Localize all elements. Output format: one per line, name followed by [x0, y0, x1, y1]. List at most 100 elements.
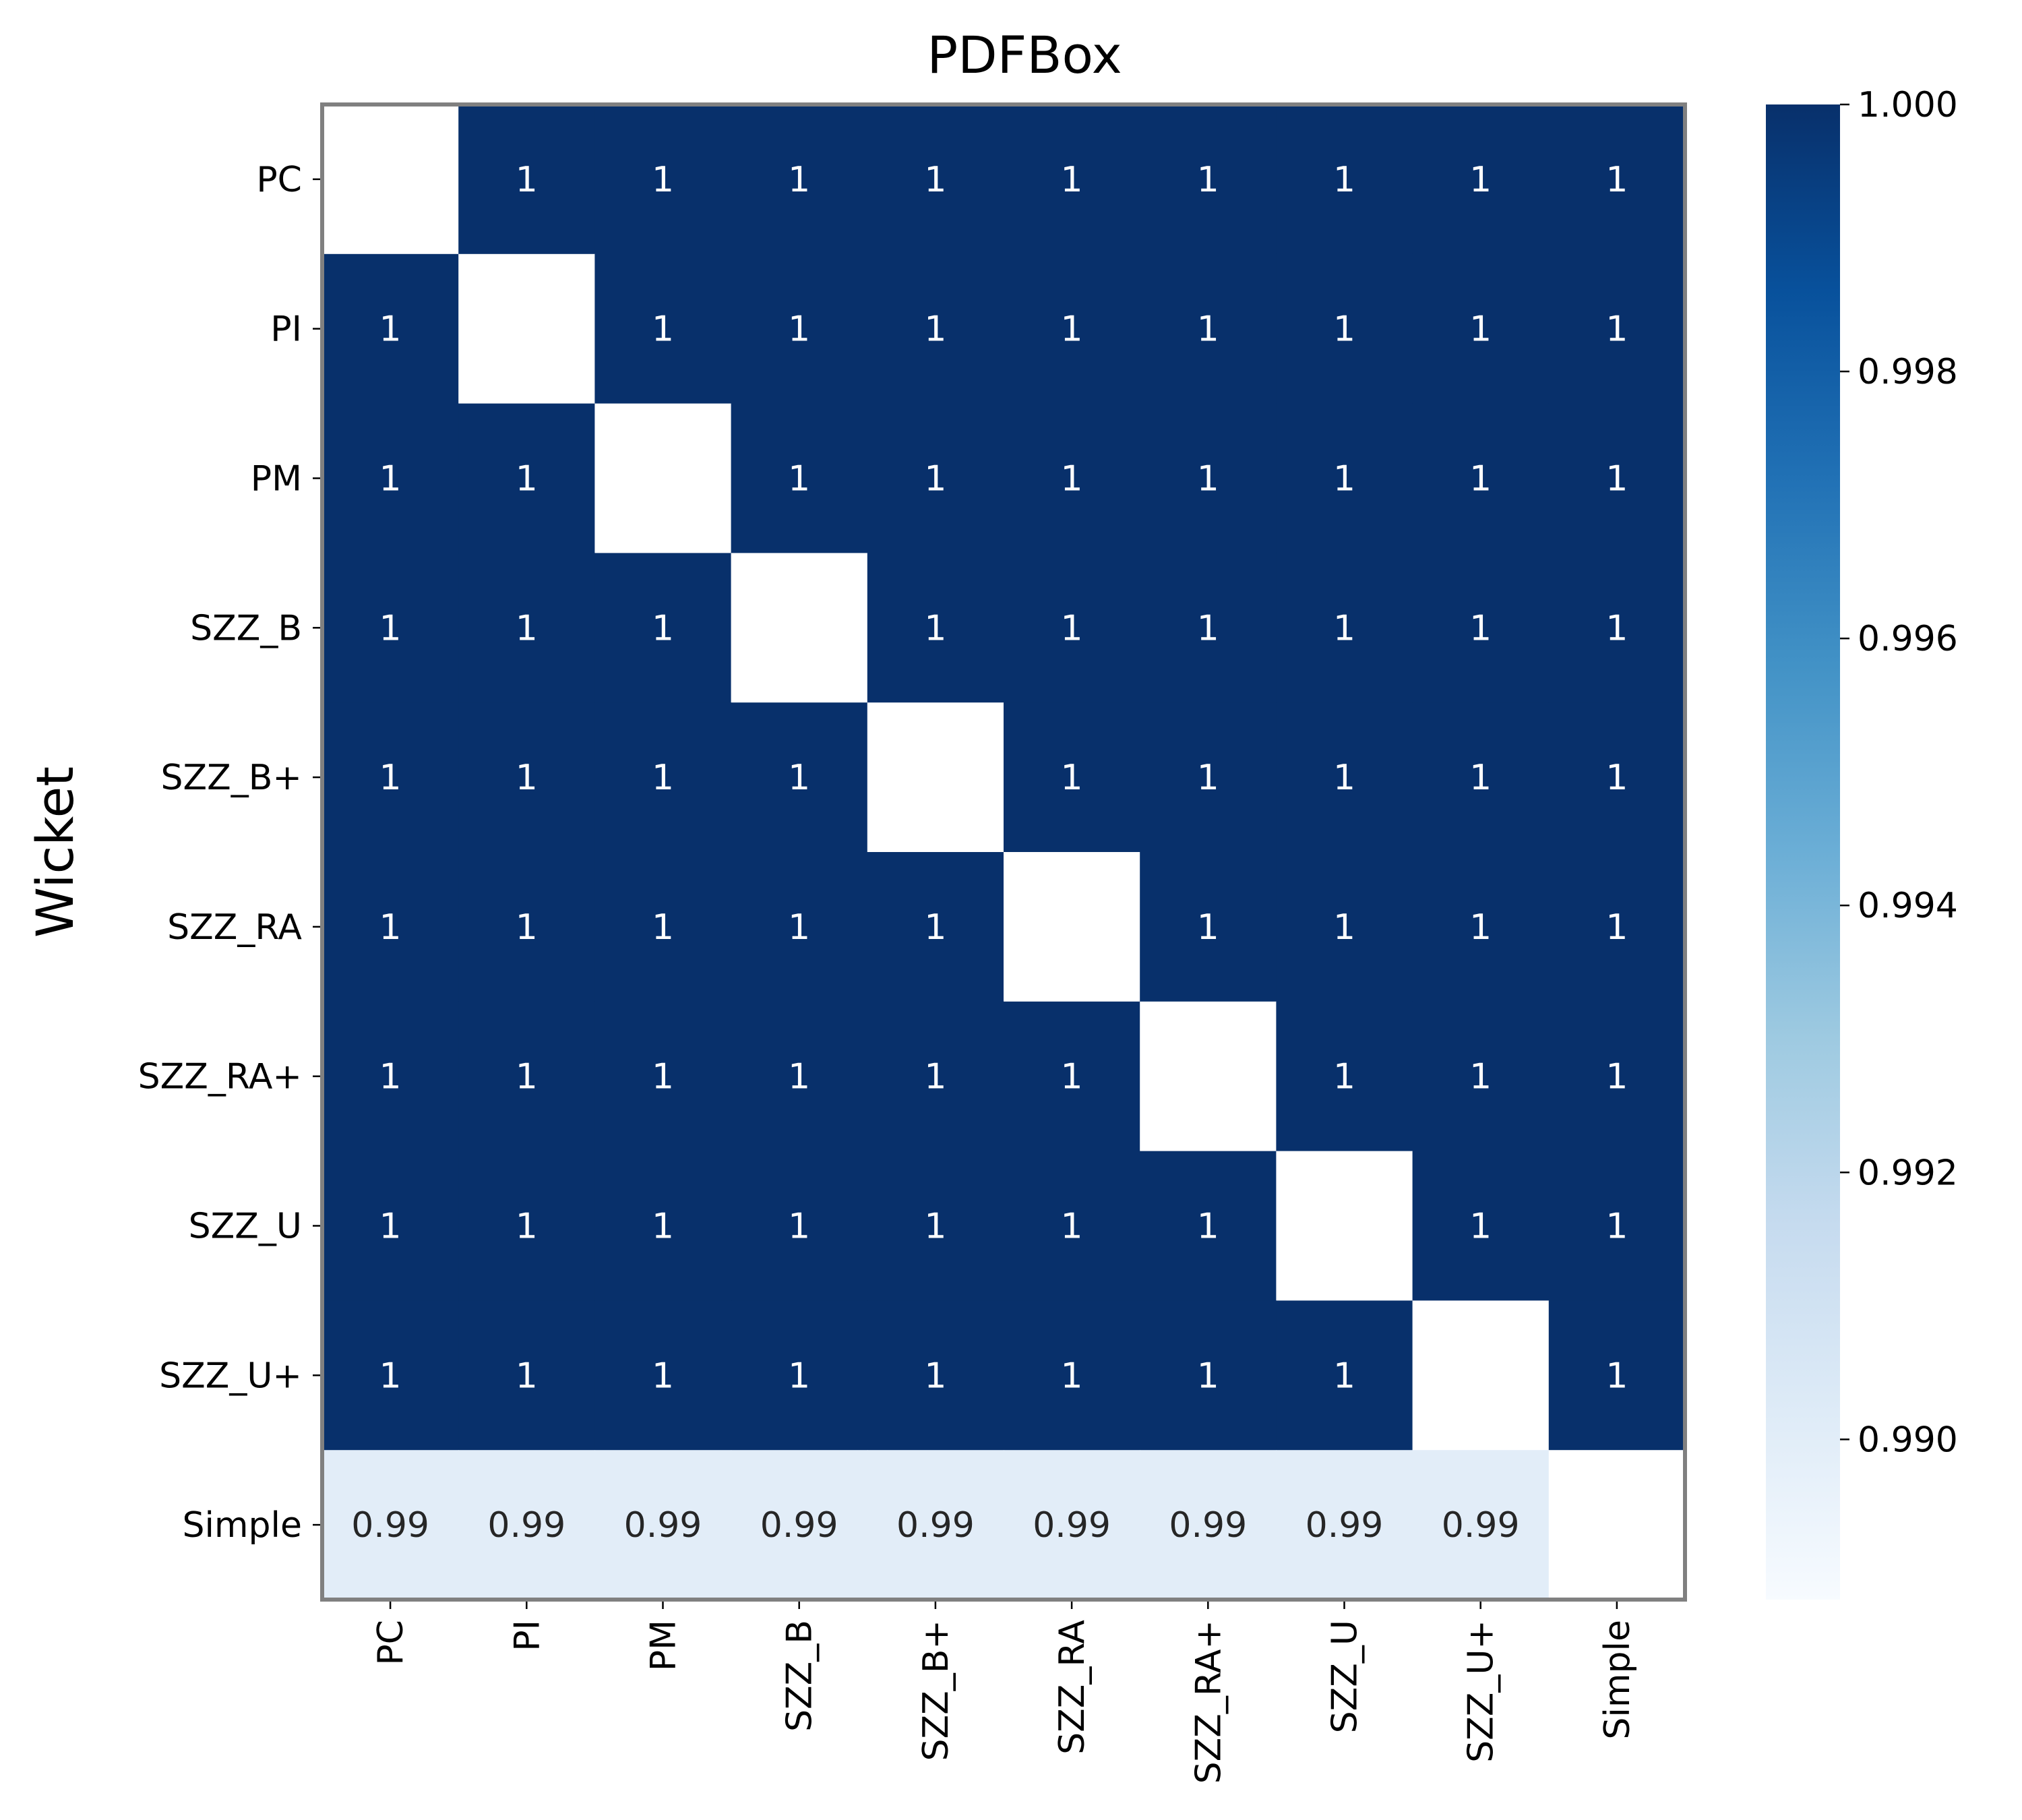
colorbar-gradient — [1766, 104, 1840, 1600]
heatmap-cell-szz-b-szz-u — [1276, 553, 1413, 703]
cell-value-label: 1 — [652, 1356, 674, 1396]
cell-value-label: 1 — [1197, 309, 1219, 350]
heatmap-cell-szz-u-pm — [594, 1151, 732, 1301]
cell-value-label: 1 — [788, 1057, 810, 1097]
y-axis-ticks: PC PI PM SZZ_B SZZ_B+ SZZ_RA SZZ_RA+ SZZ_U SZZ_U… — [138, 160, 322, 1546]
heatmap-cell-szz-ra-pi — [458, 852, 595, 1002]
colorbar-tick-label: 0.990 — [1858, 1420, 1958, 1460]
cell-value-label: 1 — [1605, 1356, 1628, 1396]
cell-value-label: 1 — [1469, 907, 1492, 948]
cell-value-label: 1 — [652, 160, 674, 200]
cell-value-label: 1 — [1197, 160, 1219, 200]
cell-value-label: 1 — [516, 1356, 538, 1396]
cell-value-label: 1 — [379, 459, 402, 499]
cell-value-label: 1 — [1061, 309, 1083, 350]
x-tick-label: SZZ_RA — [1052, 1620, 1093, 1755]
heatmap-cell-szz-u-plus-simple — [1548, 1300, 1686, 1451]
cell-value-label: 1 — [379, 1356, 402, 1396]
cell-value-label: 1 — [652, 1207, 674, 1247]
heatmap-cell-szz-ra-szz-u — [1276, 852, 1413, 1002]
cell-value-label: 1 — [1605, 758, 1628, 798]
heatmap-cell-pi-szz-ra — [1004, 253, 1140, 404]
cell-value-label: 1 — [1605, 459, 1628, 499]
heatmap-cell-pc-szz-b-plus — [867, 104, 1004, 255]
heatmap-cell-pc-pc — [322, 104, 459, 255]
heatmap-cell-pm-szz-b-plus — [867, 403, 1004, 553]
heatmap-cell-szz-b-pc — [322, 553, 459, 703]
heatmap-cell-simple-pc — [322, 1450, 459, 1600]
cell-value-label: 1 — [516, 1207, 538, 1247]
cell-value-label: 1 — [1197, 1207, 1219, 1247]
cell-value-label: 1 — [1197, 608, 1219, 648]
heatmap-cell-pm-szz-u — [1276, 403, 1413, 553]
heatmap-cell-szz-ra-plus-pc — [322, 1001, 459, 1152]
heatmap-cell-pc-simple — [1548, 104, 1686, 255]
heatmap-cell-szz-ra-plus-szz-b — [731, 1001, 868, 1152]
heatmap-cell-szz-u-szz-ra — [1004, 1151, 1140, 1301]
heatmap-cell-szz-u-pc — [322, 1151, 459, 1301]
heatmap-cells — [322, 104, 1686, 1600]
cell-value-label: 1 — [516, 907, 538, 948]
x-tick-label: SZZ_B — [780, 1620, 820, 1732]
heatmap-cell-szz-b-simple — [1548, 553, 1686, 703]
cell-value-label: 1 — [1061, 1207, 1083, 1247]
heatmap-cell-pc-pi — [458, 104, 595, 255]
heatmap-cell-simple-szz-b — [731, 1450, 868, 1600]
heatmap-cell-simple-pi — [458, 1450, 595, 1600]
cell-value-label: 1 — [379, 907, 402, 948]
cell-value-label: 0.99 — [351, 1505, 429, 1546]
heatmap-cell-pi-szz-b-plus — [867, 253, 1004, 404]
x-tick-label: PI — [507, 1620, 547, 1651]
colorbar-tick-label: 0.998 — [1858, 352, 1958, 392]
y-tick-label: SZZ_U — [189, 1207, 302, 1247]
heatmap-cell-pc-szz-ra-plus — [1140, 104, 1277, 255]
cell-value-label: 1 — [516, 758, 538, 798]
cell-value-label: 1 — [1469, 459, 1492, 499]
heatmap-cell-simple-szz-ra-plus — [1140, 1450, 1277, 1600]
colorbar: 0.990 0.992 0.994 0.996 0.998 1.000 — [1766, 85, 1958, 1600]
y-tick-label: PI — [270, 309, 302, 350]
plot-frame — [320, 102, 1687, 1602]
heatmap-cell-pm-szz-b — [731, 403, 868, 553]
cell-value-label: 1 — [1469, 1057, 1492, 1097]
cell-value-label: 1 — [924, 608, 946, 648]
cell-value-label: 0.99 — [1442, 1505, 1520, 1546]
cell-value-label: 1 — [788, 758, 810, 798]
cell-value-label: 1 — [1197, 1356, 1219, 1396]
heatmap-cell-szz-ra-plus-szz-u — [1276, 1001, 1413, 1152]
heatmap-cell-szz-b-plus-pi — [458, 702, 595, 853]
cell-value-label: 1 — [516, 1057, 538, 1097]
cell-value-label: 1 — [1061, 1057, 1083, 1097]
heatmap-cell-szz-u-plus-szz-ra-plus — [1140, 1300, 1277, 1451]
heatmap-cell-szz-u-plus-pc — [322, 1300, 459, 1451]
heatmap-cell-szz-ra-szz-u-plus — [1412, 852, 1550, 1002]
heatmap-cell-szz-b-plus-pm — [594, 702, 732, 853]
cell-value-label: 1 — [379, 608, 402, 648]
heatmap-cell-szz-ra-szz-b-plus — [867, 852, 1004, 1002]
y-tick-label: SZZ_U+ — [159, 1356, 302, 1396]
cell-value-label: 1 — [1197, 758, 1219, 798]
heatmap-cell-pc-pm — [594, 104, 732, 255]
cell-value-label: 1 — [1333, 1356, 1355, 1396]
heatmap-cell-szz-u-plus-szz-u-plus — [1412, 1300, 1550, 1451]
heatmap-cell-pc-szz-b — [731, 104, 868, 255]
cell-value-label: 1 — [1605, 1057, 1628, 1097]
heatmap-cell-szz-b-szz-ra-plus — [1140, 553, 1277, 703]
heatmap-cell-szz-ra-szz-ra-plus — [1140, 852, 1277, 1002]
cell-value-label: 0.99 — [1306, 1505, 1384, 1546]
heatmap-cell-simple-szz-ra — [1004, 1450, 1140, 1600]
x-tick-label: SZZ_RA+ — [1188, 1620, 1229, 1784]
x-tick-label: SZZ_U — [1325, 1620, 1366, 1733]
heatmap-cell-szz-ra-plus-szz-ra-plus — [1140, 1001, 1277, 1152]
heatmap-cell-szz-u-szz-ra-plus — [1140, 1151, 1277, 1301]
cell-value-label: 1 — [924, 160, 946, 200]
heatmap-cell-simple-pm — [594, 1450, 732, 1600]
heatmap-cell-szz-u-plus-pi — [458, 1300, 595, 1451]
heatmap-cell-szz-ra-plus-pi — [458, 1001, 595, 1152]
cell-value-label: 0.99 — [896, 1505, 975, 1546]
cell-value-label: 1 — [924, 459, 946, 499]
cell-value-label: 1 — [1333, 907, 1355, 948]
cell-value-label: 1 — [1469, 1207, 1492, 1247]
heatmap-cell-szz-u-plus-szz-ra — [1004, 1300, 1140, 1451]
